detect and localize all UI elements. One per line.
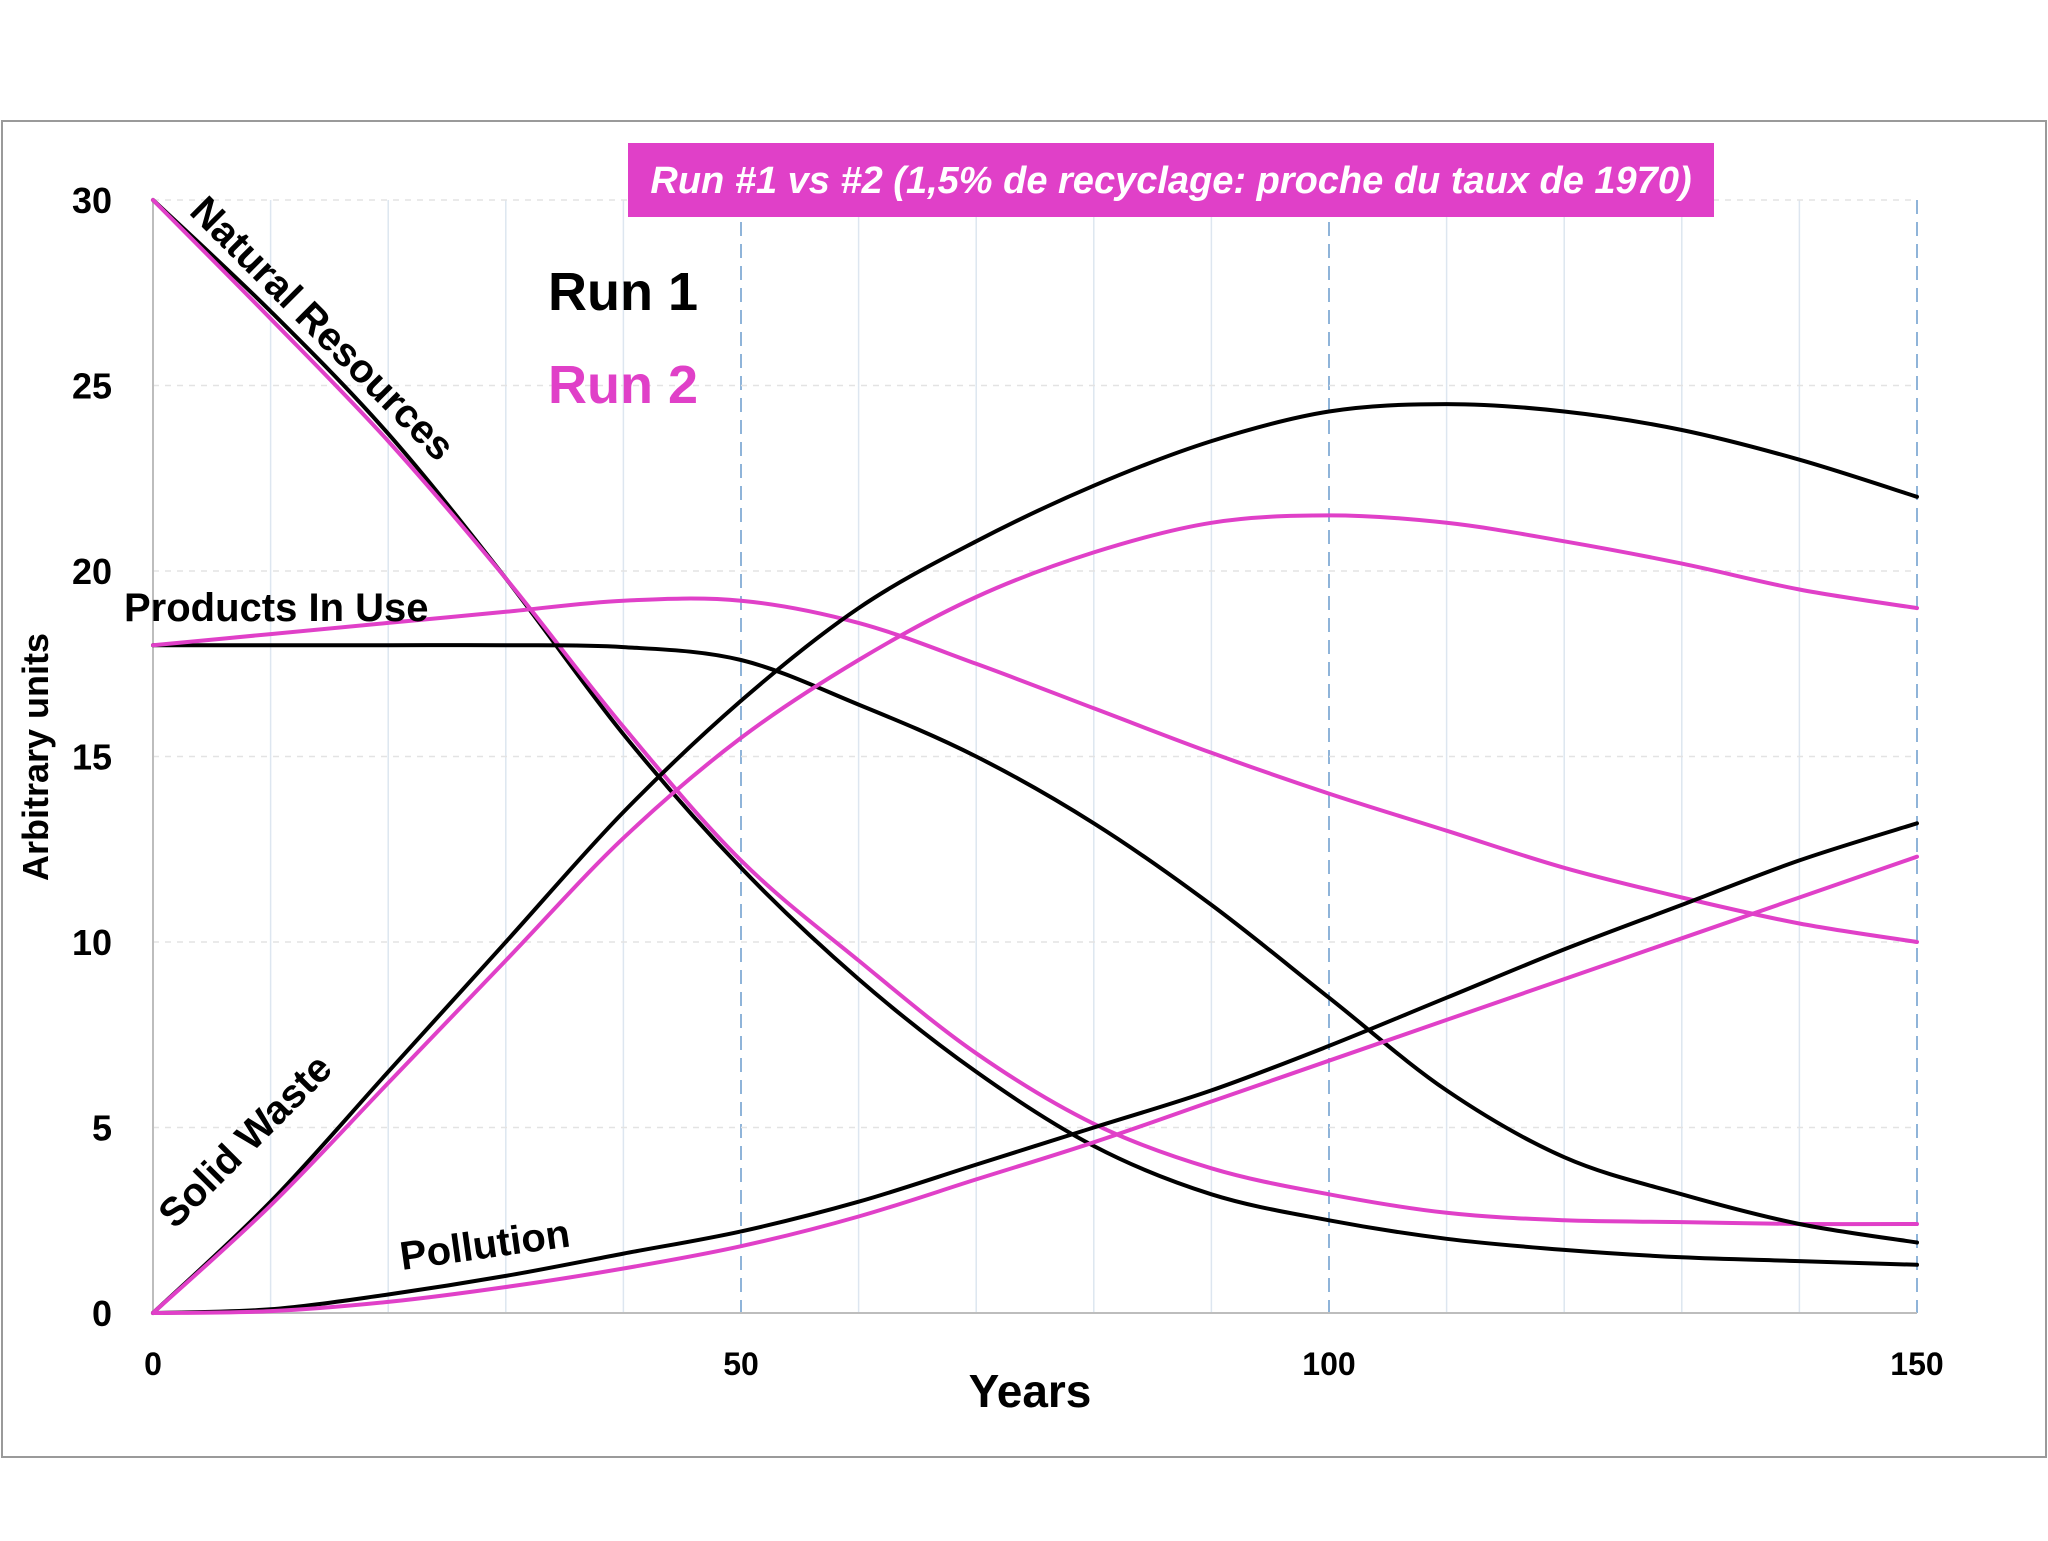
series-line-solid-waste-run2 [151,513,1919,1315]
y-tick-labels: 0 5 10 15 20 25 30 [72,180,112,1334]
y-tick-label: 0 [92,1293,112,1334]
series-line-natural-resources-run1 [151,198,1919,1267]
chart-title: Run #1 vs #2 (1,5% de recyclage: proche … [650,160,1691,202]
chart-border [1,120,2047,1458]
x-tick-label: 50 [723,1346,759,1382]
title-box [628,143,1714,217]
axes [152,200,1917,1314]
x-tick-label: 100 [1302,1346,1355,1382]
y-tick-label: 25 [72,366,112,407]
legend-run1: Run 1 [548,262,698,322]
x-tick-labels: 0 50 100 150 [144,1346,1944,1382]
label-products-in-use: Products In Use [124,586,429,630]
y-tick-label: 20 [72,551,112,592]
series-line-natural-resources-run2 [151,198,1919,1227]
y-axis-title: Arbitrary units [15,633,56,881]
legend-run2: Run 2 [548,355,698,415]
y-tick-label: 10 [72,922,112,963]
x-axis-title: Years [969,1365,1092,1417]
series-lines [151,198,1919,1315]
y-tick-label: 15 [72,737,112,778]
series-line-pollution-run2 [151,854,1919,1315]
x-tick-label: 0 [144,1346,162,1382]
series-line-products-in-use-run2 [151,596,1919,944]
y-tick-label: 5 [92,1108,112,1149]
series-line-pollution-run1 [151,821,1919,1315]
series-line-solid-waste-run1 [151,402,1919,1315]
x-tick-label: 150 [1890,1346,1943,1382]
y-tick-label: 30 [72,180,112,221]
series-line-products-in-use-run1 [151,643,1919,1245]
